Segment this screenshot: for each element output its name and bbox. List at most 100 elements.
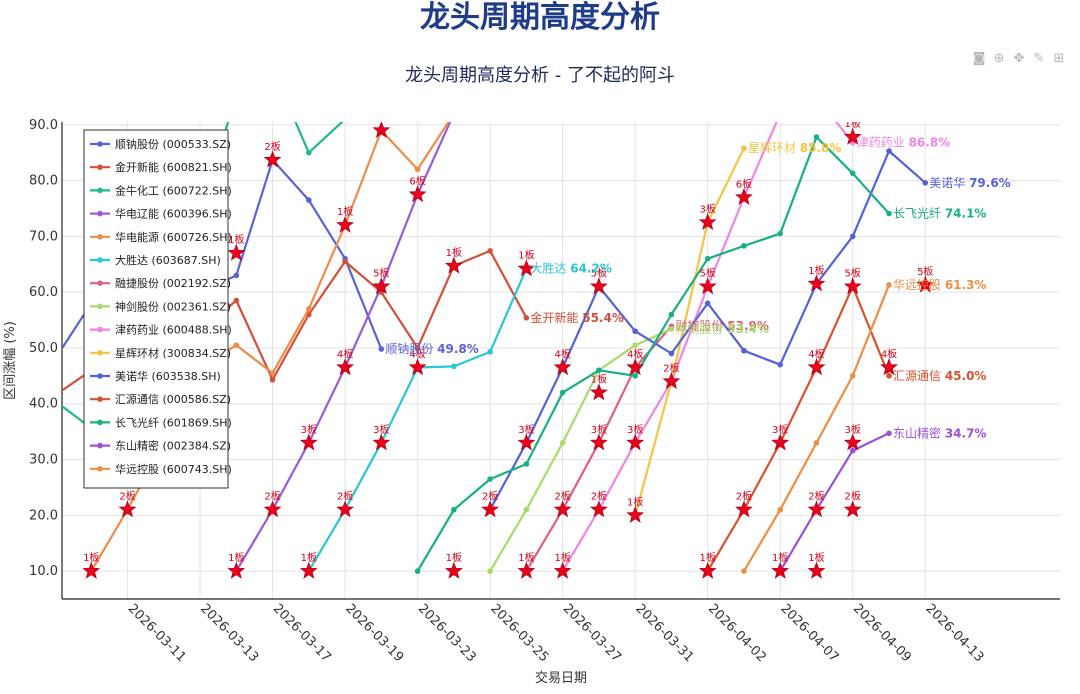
legend-item[interactable]: 长飞光纤 (601869.SH)	[90, 415, 232, 429]
data-point[interactable]	[234, 94, 240, 100]
lasso-icon[interactable]: ✎	[1033, 51, 1045, 66]
data-point[interactable]	[451, 111, 457, 117]
limit-up-star-marker[interactable]	[589, 383, 608, 401]
limit-up-star-marker[interactable]	[626, 433, 645, 451]
data-point[interactable]	[269, 370, 276, 376]
limit-up-star-marker[interactable]	[843, 433, 862, 451]
limit-up-star-marker[interactable]	[807, 561, 826, 579]
data-point[interactable]	[777, 506, 784, 513]
data-point[interactable]	[704, 255, 711, 262]
limit-up-star-marker[interactable]	[517, 259, 536, 277]
data-point[interactable]	[414, 166, 421, 173]
data-point[interactable]	[704, 300, 711, 307]
data-point[interactable]	[523, 506, 530, 513]
series-line[interactable]	[416, 136, 890, 572]
data-point[interactable]	[886, 430, 892, 437]
series-line[interactable]	[525, 325, 673, 572]
limit-up-star-marker[interactable]	[481, 500, 500, 518]
limit-up-star-marker[interactable]	[336, 500, 355, 518]
limit-up-star-marker[interactable]	[843, 127, 862, 145]
limit-up-star-marker[interactable]	[336, 215, 355, 233]
legend-item[interactable]: 津药药业 (600488.SH)	[90, 324, 232, 337]
data-point[interactable]	[379, 89, 385, 95]
limit-up-star-marker[interactable]	[698, 277, 717, 295]
data-point[interactable]	[487, 568, 493, 574]
legend-item[interactable]: 顺钠股份 (000533.SZ)	[90, 137, 231, 151]
limit-up-star-marker[interactable]	[118, 500, 137, 518]
data-point[interactable]	[886, 282, 892, 288]
data-point[interactable]	[342, 258, 348, 265]
data-point[interactable]	[814, 94, 820, 100]
limit-up-star-marker[interactable]	[553, 500, 572, 518]
data-point[interactable]	[886, 210, 892, 217]
data-point[interactable]	[741, 347, 747, 354]
legend-item[interactable]: 美诺华 (603538.SH)	[90, 369, 221, 383]
legend-item[interactable]: 星辉环材 (300834.SZ)	[90, 346, 231, 360]
data-point[interactable]	[269, 376, 276, 383]
limit-up-star-marker[interactable]	[807, 358, 826, 376]
data-point[interactable]	[451, 506, 457, 513]
legend-item[interactable]: 汇源通信 (000586.SZ)	[90, 392, 231, 406]
data-point[interactable]	[52, 356, 58, 362]
limit-up-star-marker[interactable]	[880, 358, 898, 376]
limit-up-star-marker[interactable]	[336, 358, 355, 376]
limit-up-star-marker[interactable]	[517, 433, 536, 451]
data-point[interactable]	[270, 66, 276, 72]
data-point[interactable]	[451, 111, 457, 117]
limit-up-star-marker[interactable]	[843, 500, 862, 518]
camera-icon[interactable]: ◙	[972, 51, 986, 66]
data-point[interactable]	[306, 306, 312, 312]
limit-up-star-marker[interactable]	[771, 433, 790, 451]
limit-up-star-marker[interactable]	[553, 358, 572, 376]
data-point[interactable]	[777, 361, 784, 368]
legend-item[interactable]: 金开新能 (600821.SH)	[90, 160, 232, 174]
limit-up-star-marker[interactable]	[444, 256, 463, 274]
legend-item[interactable]: 东山精密 (002384.SZ)	[90, 439, 231, 453]
limit-up-star-marker[interactable]	[444, 561, 463, 579]
limit-up-star-marker[interactable]	[408, 358, 427, 376]
data-point[interactable]	[813, 134, 820, 140]
limit-up-star-marker[interactable]	[408, 185, 427, 203]
data-point[interactable]	[849, 233, 856, 240]
zoom-icon[interactable]: ⊕	[993, 51, 1005, 66]
data-point[interactable]	[886, 373, 892, 379]
limit-up-star-marker[interactable]	[662, 372, 681, 389]
limit-up-star-marker[interactable]	[807, 274, 826, 292]
data-point[interactable]	[451, 363, 457, 370]
limit-up-star-marker[interactable]	[227, 561, 246, 579]
limit-up-star-marker[interactable]	[263, 500, 282, 518]
data-point[interactable]	[414, 345, 421, 351]
limit-up-star-marker[interactable]	[807, 500, 826, 518]
data-point[interactable]	[632, 342, 638, 348]
limit-up-star-marker[interactable]	[553, 561, 572, 579]
limit-up-star-marker[interactable]	[626, 358, 645, 376]
data-point[interactable]	[849, 447, 856, 454]
limit-up-star-marker[interactable]	[372, 433, 391, 451]
pan-icon[interactable]: ✥	[1013, 51, 1025, 66]
limit-up-star-marker[interactable]	[82, 561, 101, 579]
data-point[interactable]	[777, 230, 784, 237]
zoom-in-icon[interactable]: ⊞	[1053, 51, 1065, 66]
limit-up-star-marker[interactable]	[299, 433, 318, 451]
limit-up-star-marker[interactable]	[263, 150, 282, 168]
limit-up-star-marker[interactable]	[299, 561, 318, 579]
data-point[interactable]	[886, 148, 892, 154]
data-point[interactable]	[849, 373, 856, 379]
limit-up-star-marker[interactable]	[698, 561, 717, 579]
data-point[interactable]	[306, 149, 312, 156]
legend-item[interactable]: 大胜达 (603687.SH)	[90, 253, 221, 267]
limit-up-star-marker[interactable]	[517, 561, 536, 579]
limit-up-star-marker[interactable]	[771, 561, 790, 579]
limit-up-star-marker[interactable]	[698, 213, 717, 230]
legend-item[interactable]: 神剑股份 (002361.SZ)	[90, 299, 231, 313]
legend-item[interactable]: 华电能源 (600726.SH)	[90, 230, 232, 244]
data-point[interactable]	[414, 568, 421, 574]
limit-up-star-marker[interactable]	[372, 277, 391, 295]
data-point[interactable]	[632, 373, 638, 379]
data-point[interactable]	[596, 367, 602, 374]
data-point[interactable]	[741, 243, 747, 249]
data-point[interactable]	[668, 350, 675, 357]
limit-up-star-marker[interactable]	[227, 243, 246, 261]
data-point[interactable]	[849, 170, 856, 177]
